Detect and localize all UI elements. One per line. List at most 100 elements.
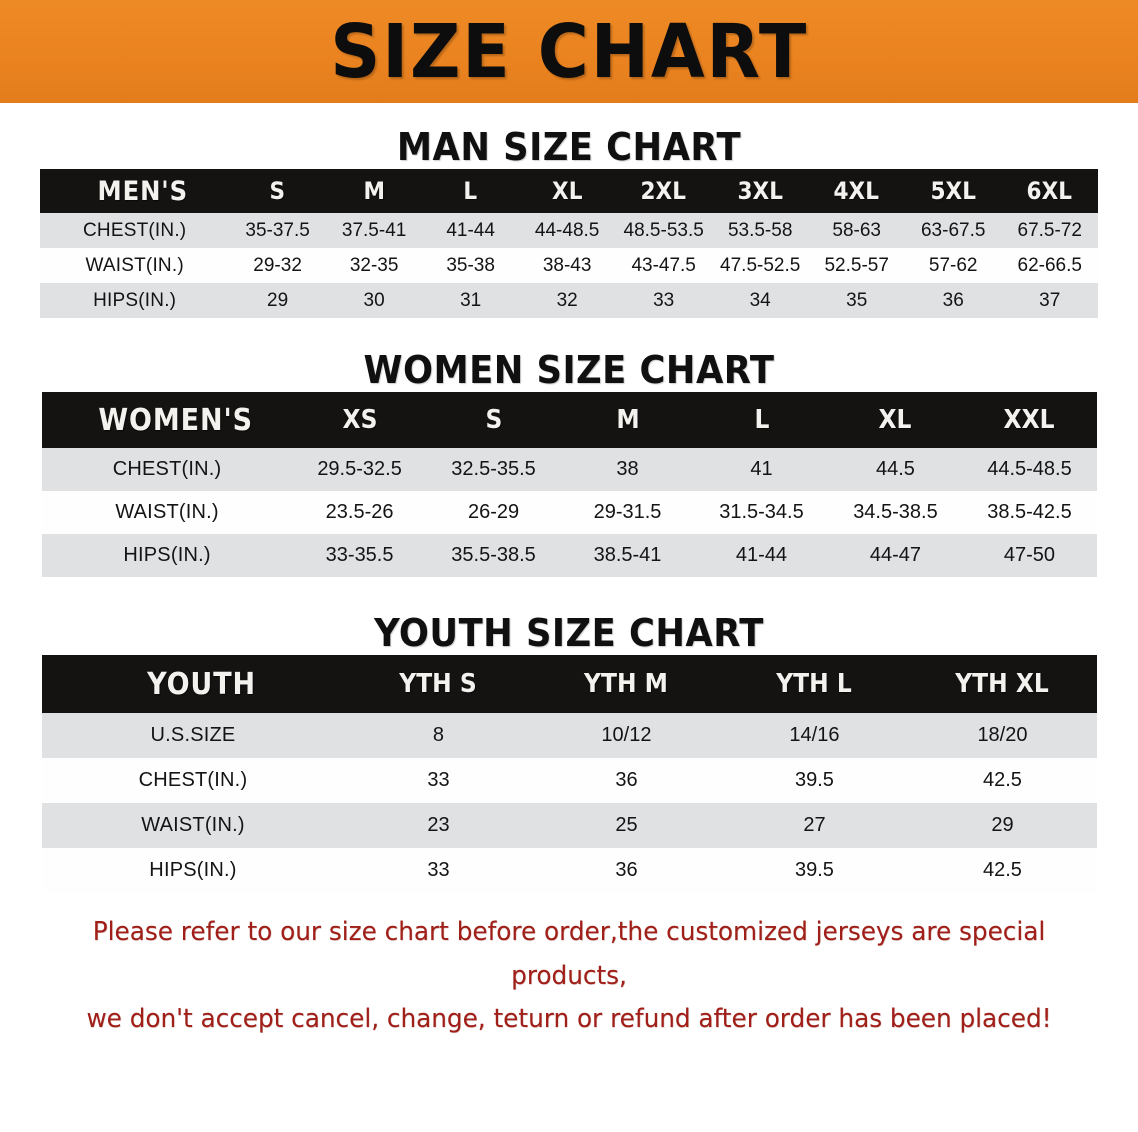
men-measurement-value: 37.5-41	[325, 213, 423, 248]
youth-table-row: CHEST(IN.) 33 36 39.5 42.5	[41, 758, 1097, 803]
women-measurement-value: 44-47	[828, 534, 963, 577]
men-measurement-value: 35	[808, 283, 905, 318]
youth-table-row: U.S.SIZE 8 10/12 14/16 18/20	[41, 713, 1097, 758]
youth-measurement-label: CHEST(IN.)	[41, 758, 345, 803]
women-measurement-value: 44.5-48.5	[962, 448, 1097, 491]
men-measurement-value: 32	[518, 283, 616, 318]
men-size-column-header: L	[463, 177, 478, 205]
youth-table-row: WAIST(IN.) 23 25 27 29	[41, 803, 1097, 848]
women-measurement-value: 44.5	[828, 448, 963, 491]
women-size-column-header: S	[485, 405, 502, 435]
women-measurement-value: 34.5-38.5	[828, 491, 963, 534]
men-measurement-label: CHEST(IN.)	[40, 213, 230, 248]
women-table-row: WAIST(IN.) 23.5-26 26-29 29-31.5 31.5-34.5 34…	[41, 491, 1097, 534]
youth-measurement-value: 29	[908, 803, 1097, 848]
men-table-row: WAIST(IN.) 29-32 32-35 35-38 38-43 43-47.5 47.…	[40, 248, 1098, 283]
men-measurement-value: 29	[229, 283, 326, 318]
men-size-column-header: 2XL	[640, 177, 687, 205]
man-section-title: MAN SIZE CHART	[396, 125, 742, 169]
youth-size-column-header: YTH M	[584, 669, 669, 699]
men-size-column-header: 3XL	[737, 177, 783, 205]
women-size-column-header: XS	[342, 405, 378, 435]
women-section-title: WOMEN SIZE CHART	[363, 348, 775, 392]
women-measurement-value: 35.5-38.5	[426, 534, 561, 577]
banner-title: SIZE CHART	[330, 8, 808, 95]
women-measurement-label: CHEST(IN.)	[41, 448, 293, 491]
youth-measurement-value: 42.5	[908, 758, 1097, 803]
men-measurement-value: 36	[904, 283, 1002, 318]
return-policy-disclaimer: Please refer to our size chart before or…	[47, 911, 1092, 1042]
youth-section-title: YOUTH SIZE CHART	[374, 611, 764, 655]
women-measurement-value: 31.5-34.5	[694, 491, 829, 534]
man-corner-label: MEN'S	[97, 175, 189, 207]
men-measurement-value: 31	[422, 283, 519, 318]
women-table-header: WOMEN'S XS S M L XL XXL	[41, 392, 1097, 448]
man-table-body: CHEST(IN.) 35-37.5 37.5-41 41-44 44-48.5 48.5…	[40, 213, 1098, 318]
women-corner-label: WOMEN'S	[97, 402, 253, 438]
women-table-row: HIPS(IN.) 33-35.5 35.5-38.5 38.5-41 41-44 44-…	[41, 534, 1097, 577]
men-measurement-value: 41-44	[422, 213, 519, 248]
youth-size-table: YOUTH YTH S YTH M YTH L YTH XL U.S.SIZE 8 10/…	[41, 655, 1097, 893]
men-table-row: CHEST(IN.) 35-37.5 37.5-41 41-44 44-48.5 48.5…	[40, 213, 1098, 248]
men-size-column-header: XL	[551, 177, 583, 205]
men-measurement-value: 48.5-53.5	[615, 213, 712, 248]
disclaimer-line-2: we don't accept cancel, change, teturn o…	[86, 1004, 1052, 1035]
men-table-row: HIPS(IN.) 29 30 31 32 33 34 35 36 37	[40, 283, 1098, 318]
women-size-column-header: L	[754, 405, 769, 435]
men-measurement-value: 57-62	[904, 248, 1002, 283]
women-measurement-value: 32.5-35.5	[426, 448, 561, 491]
men-measurement-value: 33	[615, 283, 712, 318]
youth-measurement-value: 36	[532, 758, 721, 803]
women-measurement-value: 33-35.5	[292, 534, 427, 577]
women-measurement-value: 29-31.5	[560, 491, 695, 534]
youth-measurement-value: 14/16	[720, 713, 909, 758]
men-measurement-value: 43-47.5	[615, 248, 712, 283]
youth-measurement-value: 39.5	[720, 758, 909, 803]
youth-measurement-label: WAIST(IN.)	[41, 803, 345, 848]
youth-size-column-header: YTH S	[399, 669, 478, 699]
men-measurement-value: 53.5-58	[711, 213, 809, 248]
man-header-row: MEN'S S M L XL 2XL 3XL 4XL 5XL 6XL	[40, 169, 1098, 213]
men-measurement-value: 62-66.5	[1001, 248, 1098, 283]
men-measurement-value: 32-35	[325, 248, 423, 283]
women-measurement-value: 38.5-41	[560, 534, 695, 577]
women-measurement-value: 29.5-32.5	[292, 448, 427, 491]
women-measurement-label: WAIST(IN.)	[41, 491, 293, 534]
youth-measurement-value: 18/20	[908, 713, 1097, 758]
youth-measurement-value: 23	[344, 803, 533, 848]
youth-measurement-value: 39.5	[720, 848, 909, 893]
youth-measurement-label: U.S.SIZE	[41, 713, 345, 758]
women-measurement-value: 41-44	[694, 534, 829, 577]
men-measurement-value: 67.5-72	[1001, 213, 1098, 248]
men-measurement-value: 63-67.5	[904, 213, 1002, 248]
men-measurement-value: 34	[711, 283, 809, 318]
men-measurement-value: 47.5-52.5	[711, 248, 809, 283]
youth-measurement-value: 27	[720, 803, 909, 848]
women-measurement-value: 41	[694, 448, 829, 491]
men-measurement-label: WAIST(IN.)	[40, 248, 230, 283]
youth-size-column-header: YTH XL	[955, 669, 1050, 699]
men-size-column-header: M	[363, 177, 385, 205]
youth-table-row: HIPS(IN.) 33 36 39.5 42.5	[41, 848, 1097, 893]
men-size-column-header: 5XL	[930, 177, 976, 205]
women-measurement-value: 38	[560, 448, 695, 491]
men-measurement-value: 58-63	[808, 213, 905, 248]
youth-corner-label: YOUTH	[146, 666, 256, 702]
men-measurement-value: 35-38	[422, 248, 519, 283]
youth-measurement-value: 33	[344, 848, 533, 893]
women-size-column-header: XXL	[1003, 405, 1055, 435]
women-measurement-value: 38.5-42.5	[962, 491, 1097, 534]
women-size-table: WOMEN'S XS S M L XL XXL CHEST(IN.) 29.5-32.5 32…	[41, 392, 1097, 577]
youth-measurement-value: 42.5	[908, 848, 1097, 893]
women-header-row: WOMEN'S XS S M L XL XXL	[41, 392, 1097, 448]
youth-measurement-value: 25	[532, 803, 721, 848]
youth-measurement-value: 10/12	[532, 713, 721, 758]
youth-measurement-value: 8	[344, 713, 533, 758]
youth-table-header: YOUTH YTH S YTH M YTH L YTH XL	[41, 655, 1097, 713]
women-measurement-value: 47-50	[962, 534, 1097, 577]
youth-header-row: YOUTH YTH S YTH M YTH L YTH XL	[41, 655, 1097, 713]
disclaimer-line-1: Please refer to our size chart before or…	[92, 917, 1046, 991]
youth-table-body: U.S.SIZE 8 10/12 14/16 18/20 CHEST(IN.) 33 36 39…	[41, 713, 1097, 893]
women-measurement-value: 26-29	[426, 491, 561, 534]
man-table-header: MEN'S S M L XL 2XL 3XL 4XL 5XL 6XL	[40, 169, 1098, 213]
